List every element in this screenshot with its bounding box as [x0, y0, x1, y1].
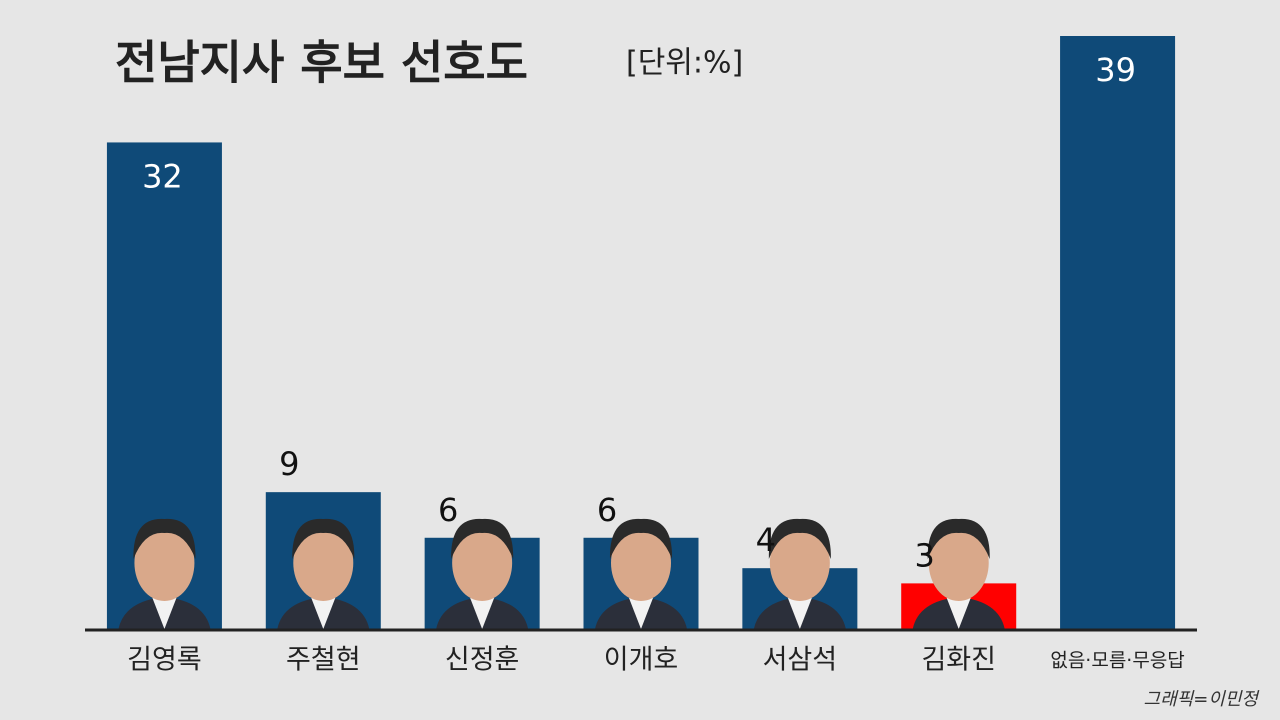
portrait-head — [293, 525, 354, 601]
value-label: 39 — [1095, 51, 1136, 89]
x-tick-label: 김화진 — [921, 645, 996, 676]
portrait-shirt — [946, 598, 971, 629]
portrait-shirt — [152, 598, 177, 629]
portrait-hair — [609, 518, 673, 559]
x-tick-label: 주철현 — [286, 645, 361, 676]
x-tick-label: 이개호 — [604, 645, 679, 676]
portrait-hair — [133, 518, 196, 559]
value-label: 9 — [279, 445, 299, 483]
portrait-hair — [292, 518, 355, 559]
portrait-head — [134, 525, 195, 601]
portrait-head — [611, 525, 671, 601]
portrait-shirt — [787, 598, 812, 629]
portrait-hair — [451, 518, 514, 559]
portrait-head — [928, 525, 989, 601]
value-label: 6 — [597, 491, 617, 529]
x-tick-label: 김영록 — [127, 645, 202, 676]
x-tick-label: 서삼석 — [763, 645, 838, 676]
value-label: 3 — [915, 536, 935, 574]
credit: 그래픽=이민정 — [1144, 689, 1261, 710]
portrait-shirt — [470, 598, 495, 629]
bar — [1060, 36, 1176, 629]
portrait-head — [769, 525, 830, 601]
x-tick-label: 신정훈 — [445, 645, 520, 676]
chart-subtitle: [단위:%] — [626, 46, 743, 81]
portrait-shirt — [629, 598, 653, 629]
x-tick-label: 없음·모름·무응답 — [1050, 650, 1184, 672]
chart-title: 전남지사 후보 선호도 — [115, 36, 528, 90]
value-label: 32 — [142, 157, 183, 195]
portrait-hair — [768, 518, 831, 559]
portrait-shirt — [311, 598, 336, 629]
value-label: 6 — [438, 491, 458, 529]
portrait-hair — [927, 518, 990, 559]
portrait-head — [452, 525, 513, 601]
value-label: 4 — [756, 521, 776, 559]
